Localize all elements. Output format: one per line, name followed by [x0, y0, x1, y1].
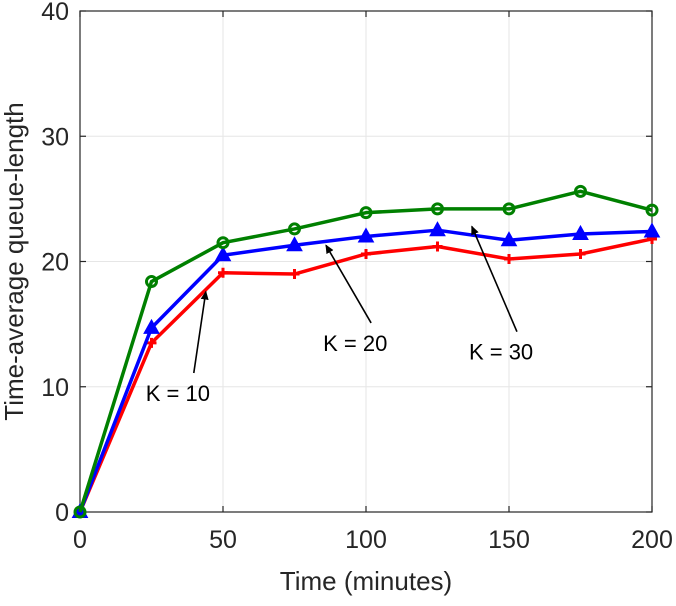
data-point-circle — [145, 275, 158, 289]
series-k-30 — [73, 184, 659, 519]
annotation-k-20: K = 20 — [323, 244, 387, 356]
data-point-circle — [502, 202, 516, 216]
data-point-circle — [288, 222, 301, 236]
series-k-20 — [71, 221, 661, 518]
annotations: K = 10 K = 20 K = 30 — [146, 225, 533, 406]
x-tick-label: 150 — [488, 526, 530, 554]
data-point-plus — [575, 248, 586, 259]
x-tick-label: 200 — [631, 526, 673, 554]
annotation-k-30: K = 30 — [469, 225, 533, 365]
x-axis-title: Time (minutes) — [280, 566, 452, 596]
data-point-triangle — [357, 227, 375, 243]
series-layer — [71, 184, 661, 519]
data-point-triangle — [572, 224, 589, 240]
data-point-circle — [216, 236, 230, 250]
data-point-plus — [289, 269, 300, 280]
data-point-circle — [645, 203, 659, 217]
x-tick-label: 100 — [345, 526, 387, 554]
annotation-arrow — [471, 225, 518, 332]
data-point-triangle — [643, 222, 661, 238]
series-line-k-30 — [78, 189, 653, 513]
y-axis-title: Time-average queue-length — [0, 102, 29, 420]
axes: 0 50 100 150 200 0 10 20 30 40 — [41, 0, 673, 554]
data-point-circle — [431, 202, 444, 216]
data-point-circle — [359, 206, 373, 220]
annotation-label: K = 10 — [146, 381, 210, 406]
y-tick-label: 40 — [41, 0, 69, 26]
data-point-plus — [504, 253, 514, 264]
data-point-circle — [574, 184, 587, 198]
annotation-arrow — [325, 244, 372, 324]
y-tick-label: 30 — [41, 123, 69, 151]
data-point-plus — [218, 267, 228, 278]
data-point-triangle — [143, 318, 160, 334]
data-point-plus — [432, 241, 443, 252]
x-tick-label: 50 — [209, 526, 237, 554]
x-tick-label: 0 — [73, 526, 87, 554]
y-tick-label: 0 — [55, 499, 69, 527]
annotation-arrow — [192, 290, 209, 374]
annotation-label: K = 20 — [323, 331, 387, 356]
y-tick-label: 20 — [41, 249, 69, 277]
data-point-plus — [146, 337, 157, 348]
grid — [79, 10, 653, 513]
y-tick-label: 10 — [41, 374, 69, 402]
data-point-circle — [73, 505, 87, 519]
data-point-triangle — [214, 246, 232, 262]
annotation-label: K = 30 — [469, 340, 533, 365]
annotation-k-10: K = 10 — [146, 290, 210, 406]
data-point-triangle — [500, 231, 518, 247]
data-point-plus — [361, 248, 371, 259]
data-point-triangle — [429, 221, 446, 237]
data-point-triangle — [286, 236, 303, 252]
